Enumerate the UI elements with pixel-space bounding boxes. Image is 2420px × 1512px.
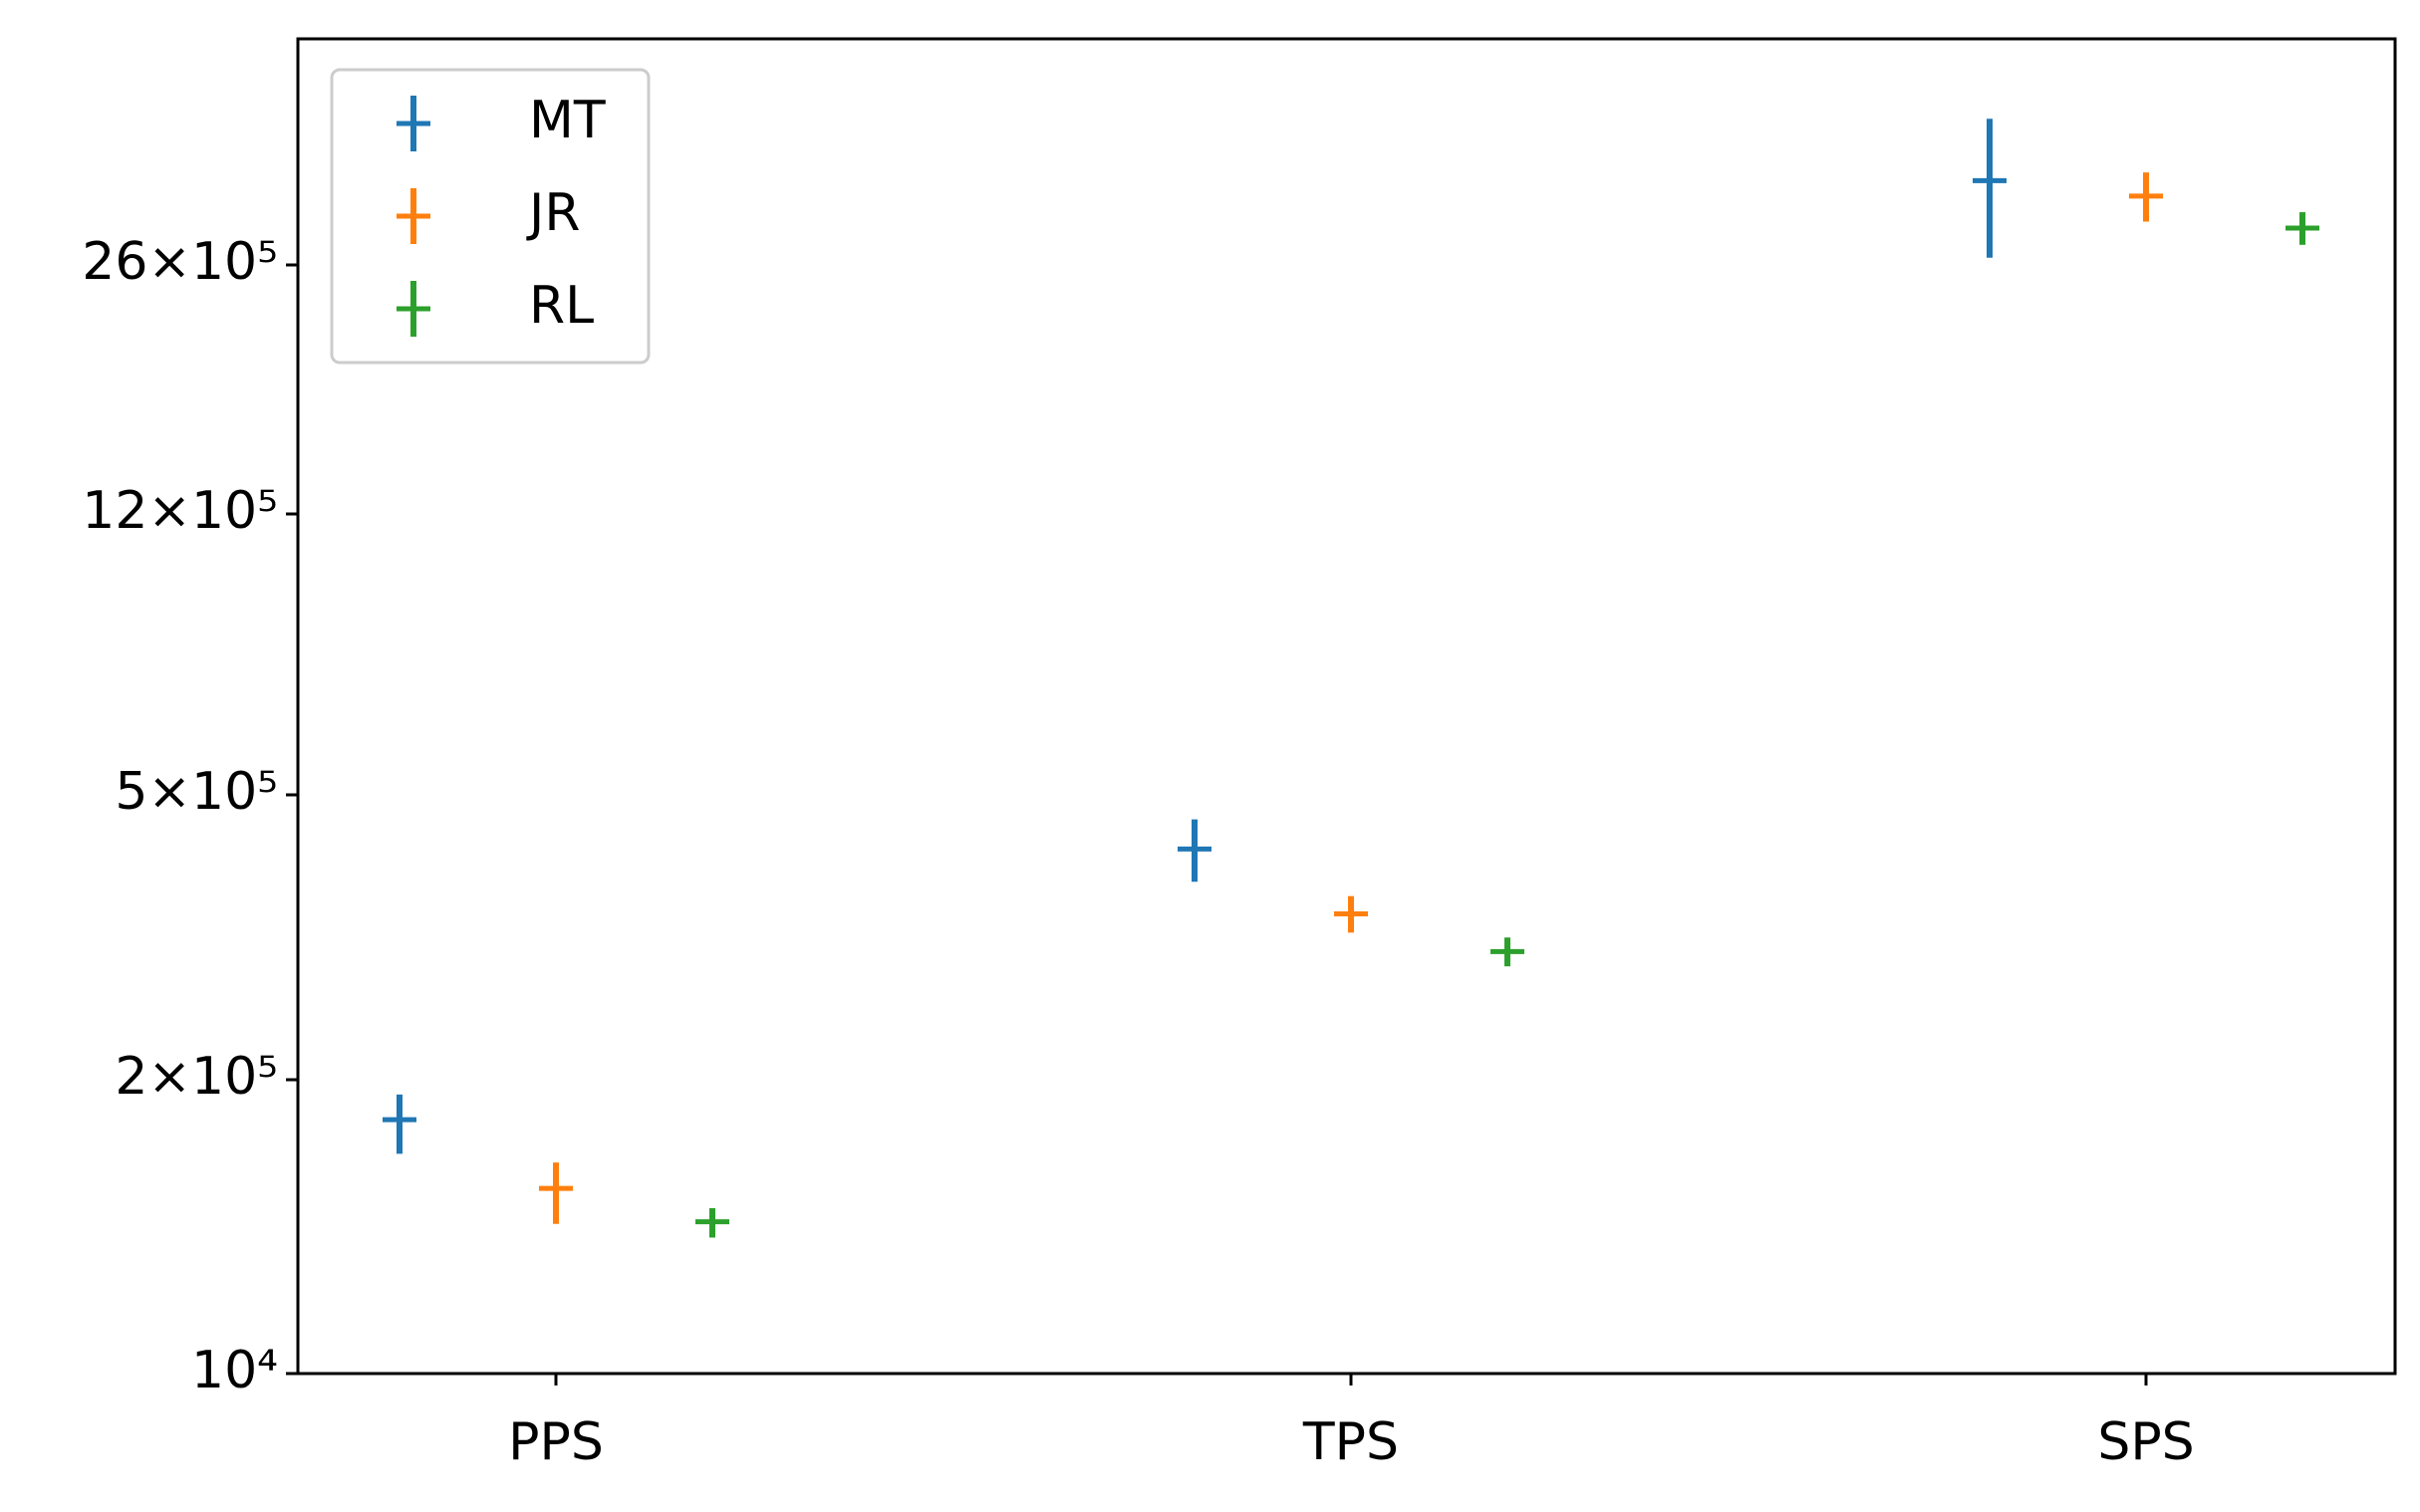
x-tick-label: TPS	[1302, 1412, 1399, 1472]
y-tick-label: 5×10⁵	[115, 762, 278, 822]
legend-label: MT	[529, 91, 606, 150]
legend-label: RL	[529, 276, 594, 336]
x-tick-label: PPS	[508, 1412, 604, 1472]
x-tick-label: SPS	[2097, 1412, 2194, 1472]
y-tick-label: 12×10⁵	[82, 481, 278, 541]
y-tick-label: 26×10⁵	[82, 232, 278, 292]
legend-label: JR	[526, 183, 580, 243]
plot-frame	[296, 37, 2397, 1376]
y-tick-label: 10⁴	[191, 1341, 278, 1400]
y-tick-label: 2×10⁵	[115, 1047, 278, 1107]
